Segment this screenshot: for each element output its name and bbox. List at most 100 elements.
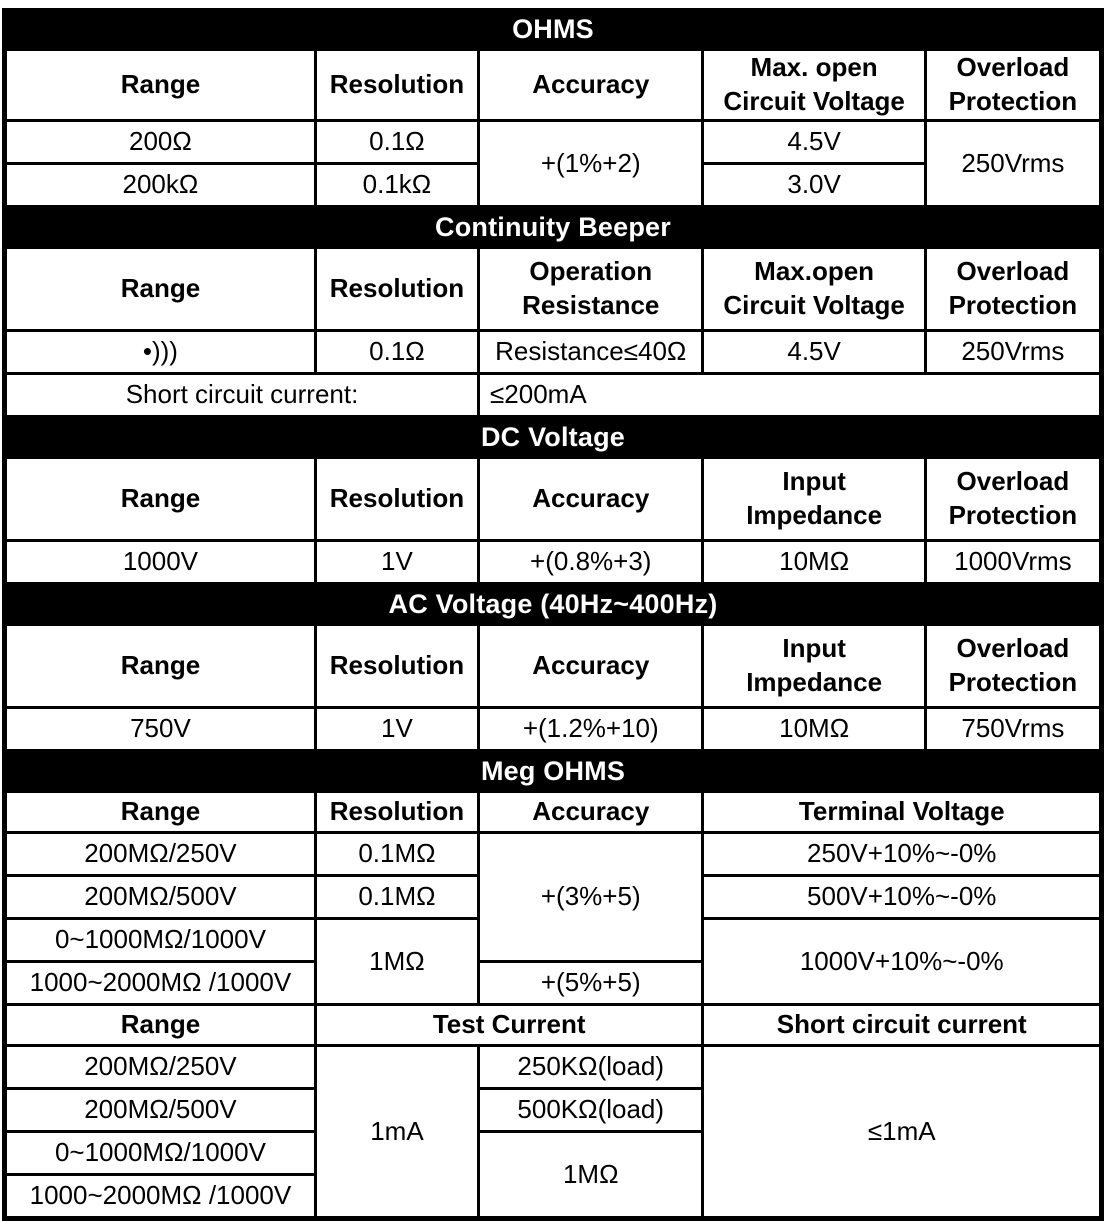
column-header: Max.open Circuit Voltage [701, 246, 927, 332]
table-row: 200MΩ/500V 0.1MΩ 500V+10%~-0% [4, 874, 1102, 920]
table-row: 0~1000MΩ/1000V 1MΩ 1000V+10%~-0% [4, 917, 1102, 1006]
table-cell: +(1%+2) [477, 119, 705, 208]
table-cell: 200MΩ/250V [4, 831, 317, 877]
ohms-table: Range Resolution Accuracy Max. open Circ… [4, 48, 1103, 208]
table-cell: 200Ω [4, 119, 317, 165]
column-header: Range [4, 1003, 317, 1047]
table-cell: 0.1Ω [313, 119, 481, 165]
table-cell: 750Vrms [923, 706, 1103, 752]
table-header-row: Range Resolution Accuracy Terminal Volta… [4, 790, 1102, 834]
table-cell: 0.1MΩ [313, 874, 481, 920]
column-header: Resolution [313, 246, 481, 332]
table-cell: 0.1Ω [313, 329, 481, 375]
column-header: Resolution [313, 790, 481, 834]
column-header: Accuracy [477, 48, 705, 122]
table-cell: 1mA [313, 1044, 481, 1219]
short-circuit-label: Short circuit current: [3, 372, 481, 418]
column-header: Accuracy [477, 790, 705, 834]
column-header: Range [4, 790, 317, 834]
column-header: Operation Resistance [477, 246, 705, 332]
table-cell: 3.0V [701, 162, 927, 208]
ac-voltage-table: Range Resolution Accuracy Input Impedanc… [4, 623, 1103, 752]
column-header: Test Current [313, 1003, 705, 1047]
column-header: Resolution [313, 456, 481, 542]
section-title-ohms: OHMS [4, 10, 1102, 48]
table-cell: 200kΩ [4, 162, 317, 208]
table-row: 200Ω 0.1Ω +(1%+2) 4.5V 250Vrms [4, 119, 1103, 208]
table-cell: 0~1000MΩ/1000V [4, 1130, 317, 1176]
column-header: Range [4, 246, 317, 332]
table-cell: +(5%+5) [477, 960, 705, 1006]
table-row: 200kΩ 0.1kΩ 3.0V [4, 162, 1101, 208]
section-title-dc-voltage: DC Voltage [4, 418, 1102, 456]
table-cell: +(1.2%+10) [477, 706, 705, 752]
column-header: Input Impedance [701, 623, 927, 709]
column-header: Accuracy [477, 456, 705, 542]
table-cell: 250V+10%~-0% [701, 831, 1102, 877]
section-title-continuity: Continuity Beeper [4, 208, 1102, 246]
table-row: 200MΩ/250V 1mA 250KΩ(load) ≤1mA [4, 1044, 1102, 1219]
table-cell: +(0.8%+3) [477, 539, 705, 585]
column-header: Accuracy [477, 623, 705, 709]
table-cell: Resistance≤40Ω [477, 329, 705, 375]
table-cell: 1000V+10%~-0% [701, 917, 1102, 1006]
column-header: Overload Protection [923, 48, 1103, 122]
table-cell: 250KΩ(load) [477, 1044, 705, 1090]
table-cell: 1000Vrms [923, 539, 1103, 585]
table-cell: 200MΩ/250V [4, 1044, 317, 1090]
table-row: 1000V 1V +(0.8%+3) 10MΩ 1000Vrms [4, 539, 1103, 585]
table-cell: 1000V [4, 539, 317, 585]
table-row: 750V 1V +(1.2%+10) 10MΩ 750Vrms [4, 706, 1103, 752]
table-cell: 200MΩ/500V [4, 1087, 317, 1133]
dc-voltage-table: Range Resolution Accuracy Input Impedanc… [4, 456, 1103, 585]
section-title-meg-ohms: Meg OHMS [4, 752, 1102, 790]
spec-table: OHMS Range Resolution Accuracy Max. open… [2, 8, 1104, 1221]
column-header: Short circuit current [701, 1003, 1102, 1047]
table-row: 1000~2000MΩ /1000V +(5%+5) [4, 960, 1101, 1006]
table-row: 0~1000MΩ/1000V 1MΩ [4, 1130, 1101, 1219]
table-cell: ≤1mA [701, 1044, 1102, 1219]
table-header-row: Range Resolution Accuracy Input Impedanc… [4, 623, 1103, 709]
table-cell: 0.1kΩ [313, 162, 481, 208]
table-row: 200MΩ/250V 0.1MΩ +(3%+5) 250V+10%~-0% [4, 831, 1102, 963]
column-header: Range [4, 623, 317, 709]
table-cell: 1000~2000MΩ /1000V [4, 1173, 317, 1219]
table-cell: 250Vrms [923, 119, 1103, 208]
table-header-row: Range Test Current Short circuit current [4, 1003, 1102, 1047]
table-cell: 10MΩ [701, 539, 927, 585]
table-cell: 500V+10%~-0% [701, 874, 1102, 920]
table-cell: 0~1000MΩ/1000V [4, 917, 317, 963]
table-cell: 0.1MΩ [313, 831, 481, 877]
short-circuit-value: ≤200mA [477, 372, 1102, 418]
meg-ohms-table: Range Resolution Accuracy Terminal Volta… [4, 790, 1102, 1219]
column-header: Overload Protection [923, 623, 1103, 709]
table-cell: 10MΩ [701, 706, 927, 752]
table-row: 200MΩ/500V 500KΩ(load) [4, 1087, 1101, 1133]
table-row: Short circuit current: ≤200mA [3, 372, 1102, 418]
table-cell: 1000~2000MΩ /1000V [4, 960, 317, 1006]
column-header: Resolution [313, 623, 481, 709]
column-header: Range [4, 48, 317, 122]
column-header: Range [4, 456, 317, 542]
table-cell: 4.5V [701, 329, 927, 375]
table-cell: 750V [4, 706, 317, 752]
table-cell: 1V [313, 539, 481, 585]
table-cell: +(3%+5) [477, 831, 705, 963]
beeper-symbol: •))) [4, 329, 317, 375]
column-header: Input Impedance [701, 456, 927, 542]
table-cell: 4.5V [701, 119, 927, 165]
continuity-table: Range Resolution Operation Resistance Ma… [3, 246, 1103, 418]
column-header: Resolution [313, 48, 481, 122]
table-cell: 1V [313, 706, 481, 752]
table-header-row: Range Resolution Accuracy Input Impedanc… [4, 456, 1103, 542]
table-header-row: Range Resolution Operation Resistance Ma… [4, 246, 1103, 332]
table-cell: 1MΩ [313, 917, 481, 1006]
column-header: Overload Protection [923, 456, 1103, 542]
section-title-ac-voltage: AC Voltage (40Hz~400Hz) [4, 585, 1102, 623]
table-cell: 250Vrms [923, 329, 1103, 375]
table-cell: 200MΩ/500V [4, 874, 317, 920]
table-cell: 1MΩ [477, 1130, 705, 1219]
column-header: Overload Protection [923, 246, 1103, 332]
table-row: •))) 0.1Ω Resistance≤40Ω 4.5V 250Vrms [4, 329, 1103, 375]
